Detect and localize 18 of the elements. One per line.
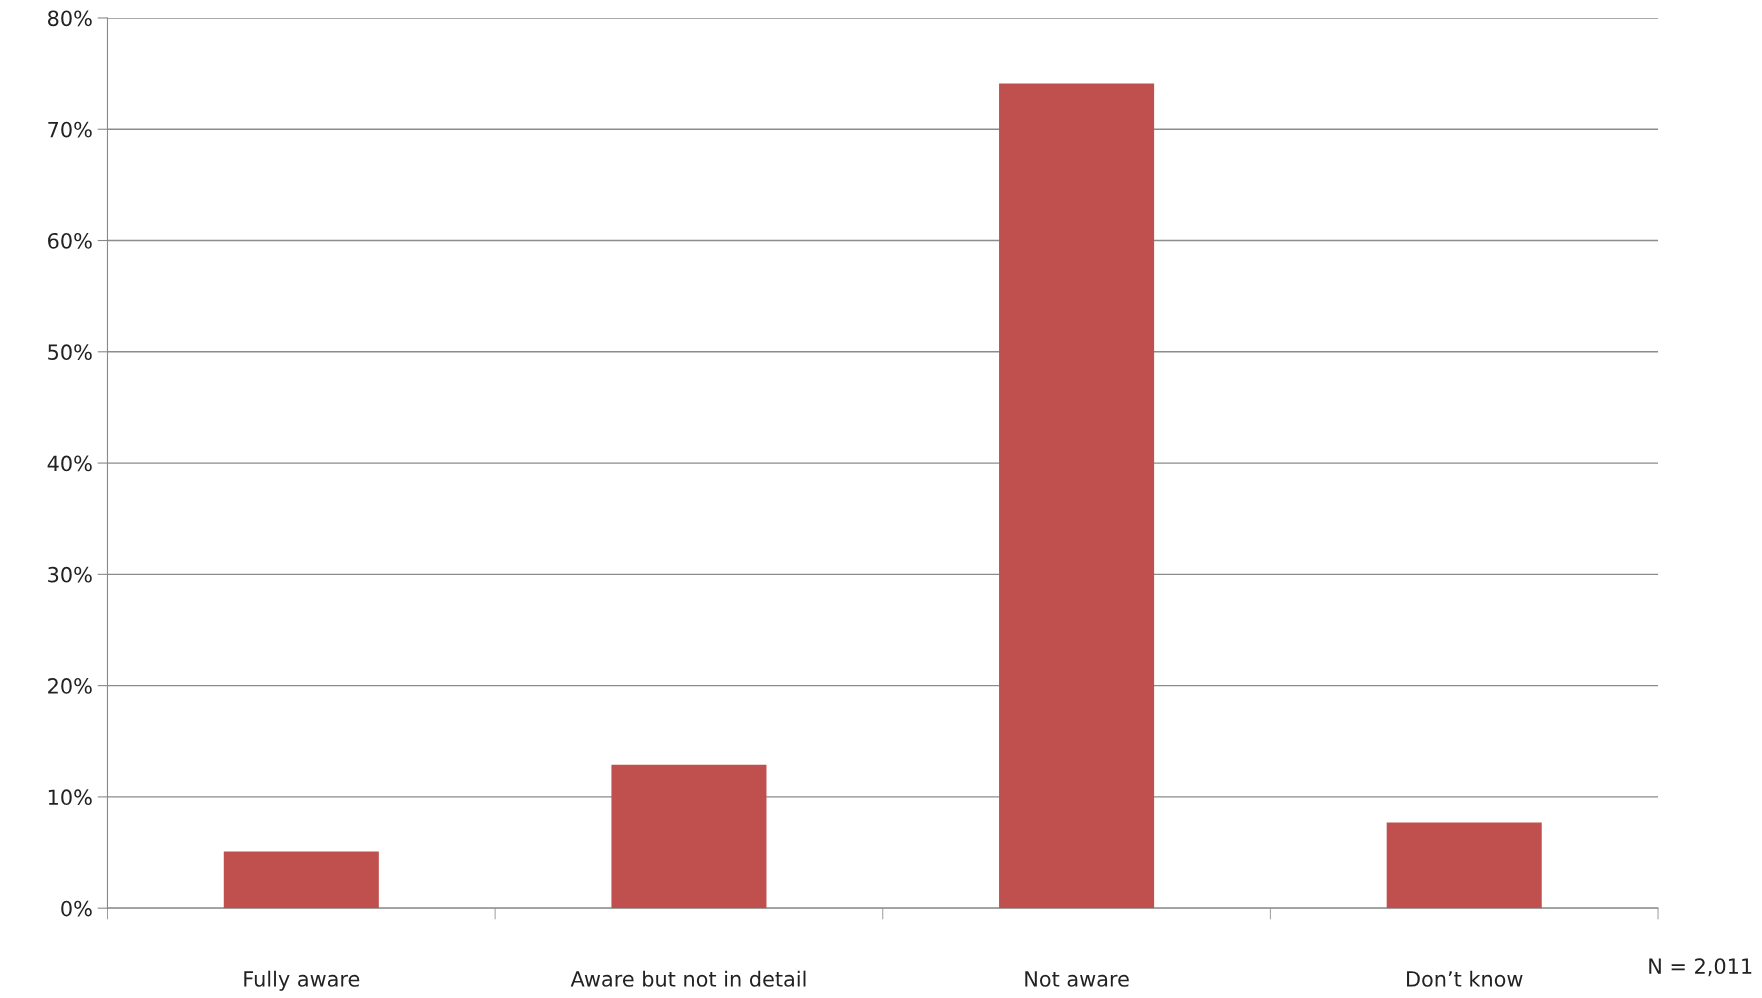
text: N = 2,011 — [1649, 958, 1752, 977]
y-tick-label: 50% — [48, 344, 92, 361]
bar — [1386, 822, 1542, 909]
y-tick-label: 60% — [48, 232, 92, 249]
y-tick-label: 10% — [48, 789, 92, 806]
bar — [999, 83, 1155, 909]
bar — [223, 851, 379, 909]
y-tick-label: 80% — [48, 10, 92, 27]
x-tick-label: Not aware — [1025, 971, 1129, 987]
x-tick-label: Fully aware — [244, 970, 360, 991]
y-tick-label: 0% — [61, 900, 92, 917]
x-tick-label: Don’t know — [1407, 970, 1523, 987]
y-tick-label: 20% — [48, 678, 92, 694]
x-tick-label: Aware but not in detail — [570, 970, 806, 987]
y-tick-label: 70% — [48, 121, 92, 138]
y-tick-label: 40% — [47, 455, 92, 472]
y-tick-label: 30% — [48, 566, 92, 583]
bar — [611, 764, 767, 909]
